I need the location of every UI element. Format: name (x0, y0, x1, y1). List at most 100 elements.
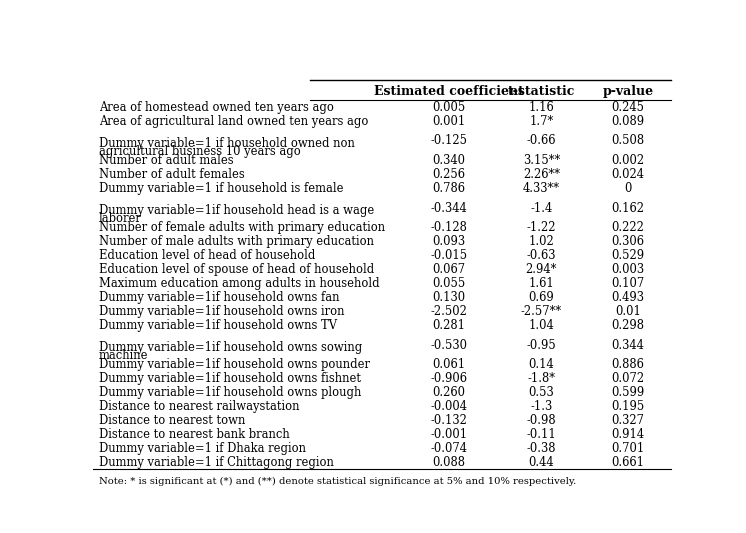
Text: -0.001: -0.001 (430, 428, 468, 441)
Text: 0.786: 0.786 (433, 182, 466, 195)
Text: 0.245: 0.245 (612, 101, 645, 114)
Text: laborer: laborer (99, 212, 142, 225)
Text: Dummy variable=1 if household is female: Dummy variable=1 if household is female (99, 182, 343, 195)
Text: machine: machine (99, 349, 148, 362)
Text: Distance to nearest railwaystation: Distance to nearest railwaystation (99, 400, 300, 413)
Text: 4.33**: 4.33** (523, 182, 560, 195)
Text: 0.69: 0.69 (528, 291, 554, 304)
Text: Dummy variable=1if household owns iron: Dummy variable=1if household owns iron (99, 305, 345, 318)
Text: 0.53: 0.53 (528, 386, 554, 399)
Text: 0.093: 0.093 (432, 235, 466, 248)
Text: 0.005: 0.005 (432, 101, 466, 114)
Text: -1.3: -1.3 (530, 400, 553, 413)
Text: 0.508: 0.508 (612, 134, 645, 147)
Text: -0.63: -0.63 (527, 249, 556, 262)
Text: 0.298: 0.298 (612, 319, 645, 332)
Text: -0.015: -0.015 (430, 249, 468, 262)
Text: agricultural business 10 years ago: agricultural business 10 years ago (99, 145, 301, 158)
Text: Dummy variable=1if household owns plough: Dummy variable=1if household owns plough (99, 386, 361, 399)
Text: -0.344: -0.344 (430, 201, 467, 214)
Text: 0.195: 0.195 (612, 400, 645, 413)
Text: -0.906: -0.906 (430, 372, 467, 385)
Text: Education level of head of household: Education level of head of household (99, 249, 316, 262)
Text: 0.340: 0.340 (433, 154, 466, 167)
Text: 0.055: 0.055 (432, 277, 466, 290)
Text: 0.072: 0.072 (612, 372, 645, 385)
Text: Dummy variable=1if household owns TV: Dummy variable=1if household owns TV (99, 319, 337, 332)
Text: Estimated coefficient: Estimated coefficient (374, 85, 524, 98)
Text: 0.599: 0.599 (612, 386, 645, 399)
Text: 0.003: 0.003 (612, 263, 645, 276)
Text: 1.04: 1.04 (528, 319, 554, 332)
Text: -0.38: -0.38 (527, 442, 556, 455)
Text: 0.914: 0.914 (612, 428, 645, 441)
Text: 0.306: 0.306 (612, 235, 645, 248)
Text: -1.22: -1.22 (527, 221, 556, 234)
Text: -0.074: -0.074 (430, 442, 467, 455)
Text: -0.95: -0.95 (527, 338, 557, 352)
Text: 0.061: 0.061 (432, 358, 466, 372)
Text: Dummy variable=1if household owns fan: Dummy variable=1if household owns fan (99, 291, 339, 304)
Text: 0.107: 0.107 (612, 277, 645, 290)
Text: 0.024: 0.024 (612, 168, 645, 181)
Text: -0.66: -0.66 (527, 134, 556, 147)
Text: 0.661: 0.661 (612, 456, 645, 469)
Text: 0.256: 0.256 (433, 168, 466, 181)
Text: 0.493: 0.493 (612, 291, 645, 304)
Text: 0.344: 0.344 (612, 338, 645, 352)
Text: Distance to nearest bank branch: Distance to nearest bank branch (99, 428, 289, 441)
Text: t-statistic: t-statistic (507, 85, 575, 98)
Text: 0.281: 0.281 (433, 319, 466, 332)
Text: Dummy variable=1if household owns pounder: Dummy variable=1if household owns pounde… (99, 358, 370, 372)
Text: -2.502: -2.502 (430, 305, 467, 318)
Text: 0.14: 0.14 (528, 358, 554, 372)
Text: -0.98: -0.98 (527, 414, 556, 427)
Text: 3.15**: 3.15** (523, 154, 560, 167)
Text: -0.125: -0.125 (430, 134, 467, 147)
Text: 0.001: 0.001 (432, 115, 466, 127)
Text: Area of homestead owned ten years ago: Area of homestead owned ten years ago (99, 101, 334, 114)
Text: -0.530: -0.530 (430, 338, 467, 352)
Text: Maximum education among adults in household: Maximum education among adults in househ… (99, 277, 380, 290)
Text: Dummy variable=1if household head is a wage: Dummy variable=1if household head is a w… (99, 204, 374, 217)
Text: 0.327: 0.327 (612, 414, 645, 427)
Text: 0.089: 0.089 (612, 115, 645, 127)
Text: 0.886: 0.886 (612, 358, 645, 372)
Text: Dummy variable=1 if Dhaka region: Dummy variable=1 if Dhaka region (99, 442, 306, 455)
Text: 1.16: 1.16 (528, 101, 554, 114)
Text: Education level of spouse of head of household: Education level of spouse of head of hou… (99, 263, 374, 276)
Text: 0.01: 0.01 (615, 305, 641, 318)
Text: 0.701: 0.701 (612, 442, 645, 455)
Text: 1.61: 1.61 (528, 277, 554, 290)
Text: Dummy variable=1if household owns sowing: Dummy variable=1if household owns sowing (99, 341, 363, 354)
Text: -1.8*: -1.8* (527, 372, 555, 385)
Text: 0.162: 0.162 (612, 201, 645, 214)
Text: 2.26**: 2.26** (523, 168, 560, 181)
Text: 0.088: 0.088 (433, 456, 466, 469)
Text: Number of male adults with primary education: Number of male adults with primary educa… (99, 235, 374, 248)
Text: -0.132: -0.132 (430, 414, 467, 427)
Text: 0.002: 0.002 (612, 154, 645, 167)
Text: -1.4: -1.4 (530, 201, 553, 214)
Text: Number of adult females: Number of adult females (99, 168, 245, 181)
Text: Distance to nearest town: Distance to nearest town (99, 414, 245, 427)
Text: 1.7*: 1.7* (529, 115, 554, 127)
Text: 0: 0 (624, 182, 632, 195)
Text: 0.130: 0.130 (432, 291, 466, 304)
Text: Area of agricultural land owned ten years ago: Area of agricultural land owned ten year… (99, 115, 369, 127)
Text: -0.004: -0.004 (430, 400, 467, 413)
Text: Dummy variable=1 if household owned non: Dummy variable=1 if household owned non (99, 136, 355, 150)
Text: -2.57**: -2.57** (521, 305, 562, 318)
Text: 1.02: 1.02 (528, 235, 554, 248)
Text: 2.94*: 2.94* (526, 263, 557, 276)
Text: 0.529: 0.529 (612, 249, 645, 262)
Text: Dummy variable=1if household owns fishnet: Dummy variable=1if household owns fishne… (99, 372, 361, 385)
Text: 0.44: 0.44 (528, 456, 554, 469)
Text: p-value: p-value (603, 85, 653, 98)
Text: 0.067: 0.067 (432, 263, 466, 276)
Text: Number of female adults with primary education: Number of female adults with primary edu… (99, 221, 385, 234)
Text: Number of adult males: Number of adult males (99, 154, 233, 167)
Text: 0.222: 0.222 (612, 221, 645, 234)
Text: -0.11: -0.11 (527, 428, 557, 441)
Text: Dummy variable=1 if Chittagong region: Dummy variable=1 if Chittagong region (99, 456, 334, 469)
